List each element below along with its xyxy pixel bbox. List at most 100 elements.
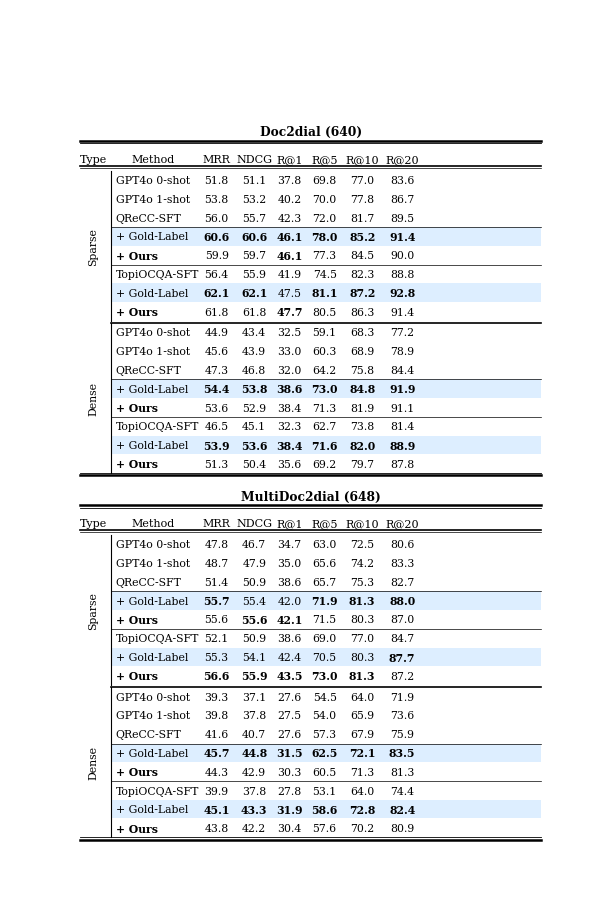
Text: 32.3: 32.3 [278,422,302,432]
Text: 37.8: 37.8 [242,786,267,796]
Text: 91.4: 91.4 [389,232,415,243]
Text: 48.7: 48.7 [205,559,228,569]
Text: 90.0: 90.0 [390,251,415,261]
Text: 91.9: 91.9 [389,384,415,395]
Text: 70.2: 70.2 [350,823,375,834]
Text: 71.5: 71.5 [313,615,337,625]
Text: 30.3: 30.3 [278,767,302,777]
Text: 35.6: 35.6 [278,460,302,470]
Text: 71.9: 71.9 [390,692,415,702]
Text: Sparse: Sparse [88,592,99,630]
Text: R@10: R@10 [345,519,379,529]
Text: 87.2: 87.2 [390,671,415,681]
Text: GPT4o 0-shot: GPT4o 0-shot [116,539,190,550]
Text: 82.7: 82.7 [390,577,415,587]
Text: 38.4: 38.4 [278,403,302,413]
Text: 39.8: 39.8 [204,710,229,720]
Text: 71.6: 71.6 [311,440,338,451]
Text: + Ours: + Ours [116,307,158,318]
Text: 35.0: 35.0 [278,559,302,569]
FancyBboxPatch shape [111,380,541,399]
Text: TopiOCQA-SFT: TopiOCQA-SFT [116,269,199,279]
Text: 56.0: 56.0 [204,213,229,223]
Text: 64.0: 64.0 [350,692,375,702]
Text: 75.3: 75.3 [350,577,375,587]
Text: + Ours: + Ours [116,459,158,470]
Text: 59.9: 59.9 [205,251,228,261]
Text: 62.1: 62.1 [204,288,230,299]
Text: 45.1: 45.1 [242,422,266,432]
Text: 37.8: 37.8 [278,176,302,186]
Text: 42.9: 42.9 [242,767,266,777]
Text: 45.6: 45.6 [205,346,228,357]
Text: 43.4: 43.4 [242,328,266,338]
Text: 77.8: 77.8 [350,195,375,205]
FancyBboxPatch shape [111,592,541,610]
FancyBboxPatch shape [111,743,541,763]
Text: 92.8: 92.8 [389,288,415,299]
Text: Sparse: Sparse [88,228,99,266]
Text: 46.5: 46.5 [205,422,228,432]
Text: 73.6: 73.6 [390,710,415,720]
Text: 83.3: 83.3 [390,559,415,569]
Text: 54.0: 54.0 [313,710,337,720]
Text: 81.7: 81.7 [350,213,375,223]
Text: R@20: R@20 [385,519,419,529]
Text: 50.9: 50.9 [242,633,266,643]
Text: + Gold-Label: + Gold-Label [116,233,188,243]
Text: 83.6: 83.6 [390,176,415,186]
Text: 51.4: 51.4 [205,577,228,587]
Text: 51.1: 51.1 [242,176,267,186]
Text: 47.3: 47.3 [205,366,228,376]
Text: GPT4o 1-shot: GPT4o 1-shot [116,195,190,205]
Text: 85.2: 85.2 [349,232,376,243]
Text: 32.0: 32.0 [278,366,302,376]
Text: 65.9: 65.9 [350,710,375,720]
Text: 46.1: 46.1 [276,232,302,243]
Text: 91.4: 91.4 [390,307,415,317]
Text: 70.0: 70.0 [313,195,337,205]
Text: 69.8: 69.8 [313,176,337,186]
Text: 84.7: 84.7 [390,633,415,643]
Text: 74.2: 74.2 [350,559,375,569]
Text: 47.7: 47.7 [276,307,302,318]
Text: 34.7: 34.7 [278,539,302,550]
Text: 53.6: 53.6 [241,440,267,451]
Text: 58.6: 58.6 [311,804,338,815]
Text: 60.3: 60.3 [313,346,337,357]
Text: TopiOCQA-SFT: TopiOCQA-SFT [116,422,199,432]
Text: 31.5: 31.5 [276,748,303,759]
Text: 54.5: 54.5 [313,692,337,702]
Text: 52.9: 52.9 [242,403,266,413]
Text: R@1: R@1 [276,519,302,529]
Text: 72.8: 72.8 [349,804,376,815]
Text: 39.3: 39.3 [204,692,229,702]
Text: + Gold-Label: + Gold-Label [116,804,188,814]
Text: 62.7: 62.7 [313,422,337,432]
Text: + Ours: + Ours [116,823,158,834]
Text: 70.5: 70.5 [313,652,337,663]
Text: 84.5: 84.5 [350,251,375,261]
Text: 74.4: 74.4 [390,786,414,796]
Text: 87.8: 87.8 [390,460,415,470]
Text: Type: Type [80,155,107,165]
Text: 75.9: 75.9 [390,730,414,740]
Text: + Gold-Label: + Gold-Label [116,596,188,606]
Text: 89.5: 89.5 [390,213,415,223]
Text: QReCC-SFT: QReCC-SFT [116,730,182,740]
Text: QReCC-SFT: QReCC-SFT [116,213,182,223]
Text: + Gold-Label: + Gold-Label [116,440,188,450]
Text: 53.1: 53.1 [313,786,337,796]
Text: 80.6: 80.6 [390,539,415,550]
Text: 27.8: 27.8 [278,786,302,796]
Text: 42.1: 42.1 [276,614,302,625]
Text: NDCG: NDCG [236,155,272,165]
FancyBboxPatch shape [111,228,541,246]
Text: 39.9: 39.9 [205,786,228,796]
Text: 54.1: 54.1 [242,652,266,663]
Text: 55.7: 55.7 [242,213,266,223]
Text: 73.0: 73.0 [311,384,338,395]
Text: 80.3: 80.3 [350,652,375,663]
Text: 55.7: 55.7 [204,596,230,607]
Text: 71.3: 71.3 [313,403,337,413]
